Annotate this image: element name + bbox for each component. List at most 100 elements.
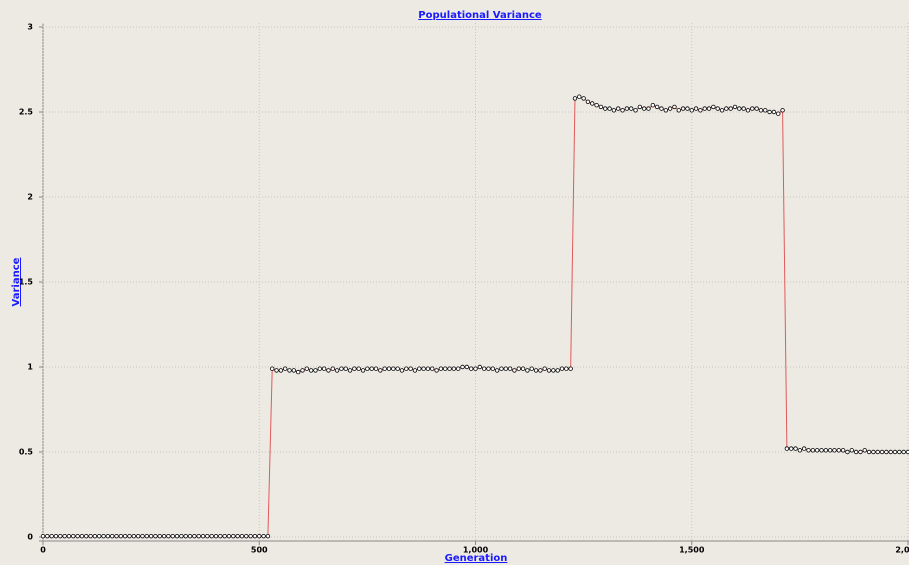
data-point <box>771 109 777 115</box>
data-point <box>105 533 111 539</box>
data-point <box>598 104 604 110</box>
data-point <box>814 448 820 453</box>
data-point <box>542 366 547 371</box>
data-point <box>512 368 517 373</box>
data-point <box>763 108 768 113</box>
data-point <box>343 366 348 371</box>
data-point <box>715 106 720 111</box>
data-point <box>373 366 379 371</box>
data-point <box>871 449 876 455</box>
data-point <box>533 368 539 373</box>
data-point <box>248 533 253 539</box>
x-tick-label: 2,000 <box>895 546 909 555</box>
data-point <box>793 446 798 451</box>
x-tick-label: 0 <box>40 546 46 555</box>
data-point <box>174 533 180 539</box>
data-point <box>334 368 340 373</box>
data-point <box>183 533 188 539</box>
chart-title: Populational Variance <box>418 10 542 21</box>
data-point <box>754 106 759 111</box>
data-point <box>581 96 586 101</box>
data-point <box>53 533 59 539</box>
data-point <box>430 366 435 371</box>
data-point <box>884 449 889 455</box>
data-point <box>339 366 344 371</box>
data-point <box>624 106 630 111</box>
data-point <box>235 533 240 539</box>
data-point <box>443 366 448 371</box>
data-point <box>603 106 608 111</box>
y-tick-label: 1.5 <box>19 278 34 287</box>
data-point <box>607 106 612 111</box>
data-point <box>845 449 850 455</box>
data-point <box>222 533 227 539</box>
data-point <box>693 106 699 111</box>
data-point <box>568 366 573 371</box>
data-point <box>468 366 474 371</box>
data-point <box>300 368 305 373</box>
data-point <box>252 533 258 539</box>
data-point <box>520 366 526 371</box>
data-point <box>637 104 643 110</box>
data-point <box>218 533 223 539</box>
x-tick-label: 1,500 <box>679 546 705 555</box>
data-point <box>559 366 565 371</box>
data-point <box>144 533 149 539</box>
y-tick-label: 0.5 <box>19 448 34 457</box>
data-point <box>408 366 413 371</box>
data-point <box>283 366 288 371</box>
data-point <box>326 368 331 373</box>
data-point <box>667 106 673 111</box>
data-point <box>369 366 374 371</box>
data-point <box>853 449 859 455</box>
data-point <box>425 366 431 371</box>
data-point <box>257 533 262 539</box>
data-point <box>148 533 154 539</box>
data-point <box>551 368 556 373</box>
data-point <box>546 368 552 373</box>
data-point <box>287 368 292 373</box>
y-tick-label: 2.5 <box>19 108 34 117</box>
data-point <box>745 108 751 113</box>
data-point <box>789 446 794 451</box>
data-point <box>797 448 803 453</box>
data-point <box>391 366 396 371</box>
x-axis-label: Generation <box>445 553 508 564</box>
data-point <box>840 448 846 453</box>
data-point <box>711 104 716 110</box>
data-point <box>594 102 599 108</box>
data-point <box>875 449 880 455</box>
data-point <box>140 533 145 539</box>
data-point <box>486 366 491 371</box>
data-point <box>646 106 651 111</box>
data-point <box>131 533 137 539</box>
data-point <box>84 533 89 539</box>
x-tick-label: 1,000 <box>463 546 489 555</box>
data-point <box>395 366 400 371</box>
data-point <box>58 533 63 539</box>
y-tick-label: 1 <box>27 363 33 372</box>
y-tick-label: 2 <box>27 193 33 202</box>
data-point <box>412 368 418 373</box>
data-point <box>274 368 279 373</box>
data-point <box>706 106 712 111</box>
data-point <box>503 366 508 371</box>
data-point <box>317 366 322 371</box>
data-point <box>270 366 275 371</box>
data-point <box>849 448 854 453</box>
data-point <box>40 533 46 539</box>
data-point <box>226 533 232 539</box>
data-point <box>109 533 115 539</box>
data-point <box>897 449 902 455</box>
data-point <box>231 533 236 539</box>
data-point <box>378 368 383 373</box>
data-point <box>810 448 816 453</box>
data-point <box>265 533 271 539</box>
data-point <box>261 533 266 539</box>
data-point <box>494 368 500 373</box>
data-point <box>404 366 409 371</box>
data-point <box>187 533 193 539</box>
data-point <box>892 449 898 455</box>
data-point <box>564 366 569 371</box>
